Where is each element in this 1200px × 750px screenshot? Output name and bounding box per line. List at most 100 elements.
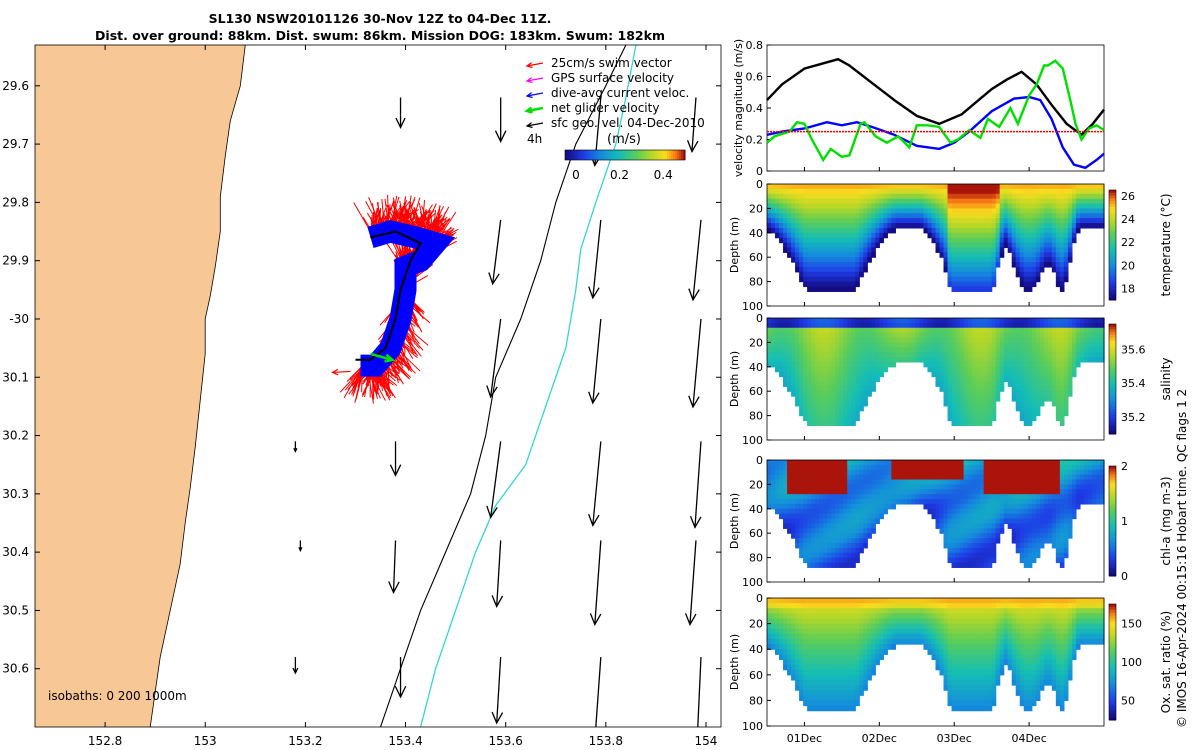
section-cell — [831, 332, 836, 339]
section-cell — [843, 318, 848, 324]
section-cell — [1023, 347, 1029, 353]
section-cell — [903, 499, 909, 505]
colorbar-cell — [659, 150, 662, 160]
section-cell — [811, 223, 816, 229]
colorbar-cell — [1109, 201, 1116, 205]
section-cell — [775, 479, 780, 485]
section-cell — [935, 513, 941, 520]
section-cell — [1051, 474, 1057, 481]
section-cell — [843, 347, 848, 353]
section-cell — [1019, 252, 1025, 258]
section-cell — [983, 357, 989, 363]
section-cell — [803, 494, 808, 500]
section-cell — [795, 361, 800, 368]
section-cell — [963, 484, 969, 490]
section-cell — [1035, 337, 1041, 343]
y-tick-label: 100 — [742, 300, 763, 313]
section-cell — [983, 257, 989, 263]
section-cell — [939, 499, 945, 505]
section-cell — [991, 188, 997, 195]
section-cell — [991, 469, 997, 476]
section-cell — [1023, 337, 1029, 343]
section-cell — [931, 366, 937, 373]
section-cell — [851, 381, 856, 387]
section-cell — [871, 464, 876, 471]
section-cell — [955, 352, 961, 358]
section-cell — [899, 479, 905, 485]
section-cell — [839, 460, 844, 466]
section-cell — [831, 410, 836, 417]
colorbar-cell — [1109, 425, 1116, 429]
section-cell — [1031, 518, 1037, 525]
section-cell — [847, 420, 852, 426]
section-cell — [899, 327, 905, 334]
section-cell — [911, 474, 917, 481]
section-cell — [831, 247, 836, 253]
section-cell — [963, 281, 969, 288]
section-cell — [807, 193, 812, 200]
section-cell — [803, 213, 808, 219]
section-cell — [1023, 357, 1029, 363]
section-cell — [847, 218, 852, 224]
section-cell — [1019, 410, 1025, 417]
section-cell — [1059, 247, 1065, 253]
section-cell — [863, 391, 868, 397]
section-cell — [843, 494, 848, 500]
section-cell — [907, 223, 913, 229]
colorbar-tick-label: 0.2 — [610, 168, 629, 182]
section-cell — [1039, 327, 1045, 334]
section-cell — [847, 557, 852, 564]
section-cell — [907, 464, 913, 471]
section-cell — [959, 460, 965, 466]
section-cell — [943, 542, 949, 549]
section-cell — [847, 322, 852, 329]
section-cell — [819, 494, 824, 500]
section-cell — [811, 415, 816, 422]
section-cell — [967, 276, 973, 283]
section-cell — [1039, 322, 1045, 329]
glider-track — [331, 194, 459, 404]
section-cell — [819, 271, 824, 278]
section-cell — [1007, 371, 1013, 378]
section-cell — [955, 513, 961, 520]
section-cell — [795, 332, 800, 339]
section-cell — [815, 523, 820, 529]
section-cell — [959, 528, 965, 534]
section-cell — [831, 542, 836, 549]
section-cell — [871, 223, 876, 229]
section-cell — [839, 528, 844, 534]
section-cell — [807, 479, 812, 485]
section-cell — [1027, 494, 1033, 500]
section-cell — [859, 508, 864, 515]
section-cell — [811, 361, 816, 368]
section-cell — [787, 252, 792, 258]
section-cell — [967, 494, 973, 500]
section-cell — [803, 347, 808, 353]
section-cell — [1023, 484, 1029, 490]
section-cell — [831, 352, 836, 358]
section-cell — [951, 332, 957, 339]
section-cell — [967, 508, 973, 515]
section-cell — [851, 198, 856, 205]
section-cell — [803, 203, 808, 209]
section-cell — [1023, 318, 1029, 324]
section-cell — [895, 347, 900, 353]
section-cell — [947, 499, 953, 505]
section-cell — [1063, 266, 1069, 273]
section-cell — [1063, 347, 1069, 353]
section-cell — [863, 508, 868, 515]
section-cell — [1039, 538, 1045, 544]
section-cell — [999, 371, 1005, 378]
geo-vector-arrow — [588, 318, 602, 405]
section-cell — [919, 198, 925, 205]
section-cell — [939, 347, 945, 353]
section-cell — [1011, 376, 1017, 383]
section-cell — [1055, 479, 1061, 485]
section-cell — [915, 474, 921, 481]
section-cell — [983, 247, 989, 253]
section-cell — [851, 366, 856, 373]
colorbar-cell — [1109, 326, 1116, 330]
y-tick-label: 60 — [749, 385, 763, 398]
y-tick-label: 60 — [749, 251, 763, 264]
